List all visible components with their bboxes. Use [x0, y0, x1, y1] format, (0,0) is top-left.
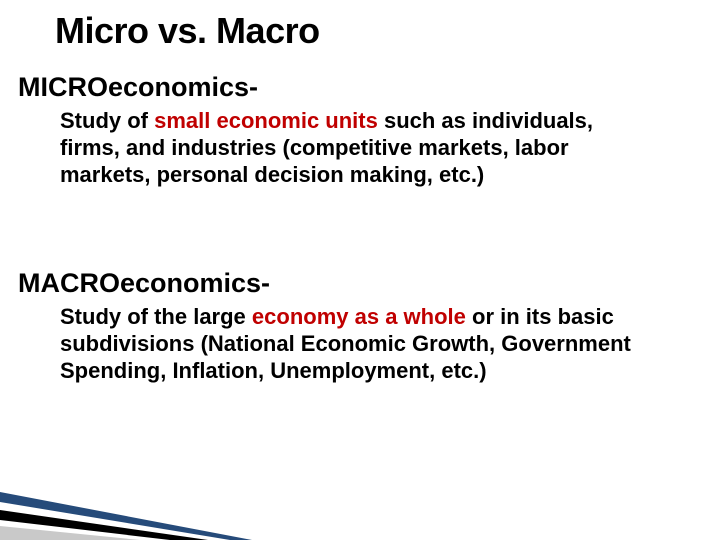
corner-wedge-icon — [0, 450, 320, 540]
macro-body: Study of the large economy as a whole or… — [60, 304, 640, 384]
micro-emph: small economic units — [154, 108, 378, 133]
macro-heading: MACROeconomics- — [18, 268, 270, 299]
slide-title: Micro vs. Macro — [55, 10, 320, 52]
micro-heading: MICROeconomics- — [18, 72, 258, 103]
macro-emph: economy as a whole — [252, 304, 466, 329]
macro-pre: Study of the large — [60, 304, 252, 329]
slide: Micro vs. Macro MICROeconomics- Study of… — [0, 0, 720, 540]
micro-body: Study of small economic units such as in… — [60, 108, 640, 188]
micro-pre: Study of — [60, 108, 154, 133]
